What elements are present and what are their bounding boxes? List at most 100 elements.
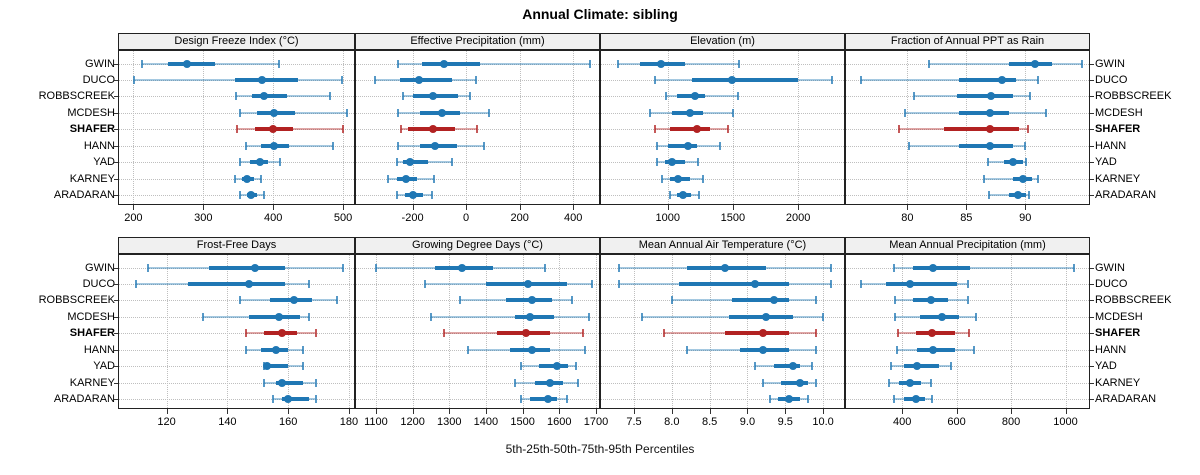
gridline-horizontal <box>119 366 354 368</box>
gridline-horizontal <box>356 178 599 180</box>
whisker-cap-95th <box>814 345 817 354</box>
gridline-vertical <box>133 51 135 204</box>
row-label-right-shafer: SHAFER <box>1095 123 1141 136</box>
y-tick <box>114 162 118 164</box>
row-label-left-aradaran: ARADARAN <box>53 393 115 406</box>
whisker-cap-95th <box>701 174 704 183</box>
bar-25-75 <box>959 77 1016 82</box>
whisker-cap-95th <box>1024 141 1027 150</box>
x-tick <box>823 409 825 414</box>
whisker-cap-5th <box>655 141 658 150</box>
y-tick <box>1090 195 1094 197</box>
whisker-cap-5th <box>429 312 432 321</box>
x-tick-label: 1100 <box>364 416 388 428</box>
whisker-cap-5th <box>898 125 901 134</box>
median-dot-aradaran <box>284 395 293 404</box>
whisker-cap-5th <box>894 312 897 321</box>
panel-header-design-freeze-index-c: Design Freeze Index (°C) <box>118 33 355 50</box>
row-label-right-duco: DUCO <box>1095 277 1128 290</box>
median-dot-mcdesh <box>275 312 284 321</box>
whisker-cap-5th <box>396 191 399 200</box>
whisker-cap-95th <box>571 296 574 305</box>
y-tick <box>114 145 118 147</box>
whisker-cap-95th <box>1037 174 1040 183</box>
whisker-cap-5th <box>519 362 522 371</box>
whisker-cap-5th <box>648 108 651 117</box>
median-dot-gwin <box>458 263 467 272</box>
whisker-5-95 <box>928 62 1082 65</box>
x-tick <box>667 205 669 210</box>
gridline-horizontal <box>601 63 844 65</box>
whisker-cap-95th <box>451 158 454 167</box>
whisker-cap-95th <box>483 141 486 150</box>
median-dot-karney <box>278 378 287 387</box>
whisker-cap-95th <box>263 191 266 200</box>
gridline-horizontal <box>846 63 1089 65</box>
gridline-vertical <box>907 51 909 204</box>
row-label-left-hann: HANN <box>83 343 115 356</box>
whisker-cap-95th <box>341 75 344 84</box>
whisker-cap-5th <box>894 296 897 305</box>
y-tick <box>1090 145 1094 147</box>
whisker-cap-5th <box>987 191 990 200</box>
gridline-vertical <box>166 255 168 408</box>
median-dot-duco <box>751 279 759 288</box>
gridline-horizontal <box>846 382 1089 384</box>
median-dot-aradaran <box>544 395 553 404</box>
gridline-vertical <box>449 255 451 408</box>
whisker-5-95 <box>988 194 1029 197</box>
gridline-vertical <box>798 51 800 204</box>
gridline-horizontal <box>356 349 599 351</box>
x-tick-label: 1000 <box>655 212 681 224</box>
whisker-cap-5th <box>887 378 890 387</box>
gridline-horizontal <box>601 96 844 98</box>
panel-header-frost-free-days: Frost-Free Days <box>118 237 355 254</box>
bar-25-75 <box>676 94 705 99</box>
gridline-vertical <box>671 255 673 408</box>
x-tick <box>595 409 597 414</box>
x-tick <box>519 205 521 210</box>
whisker-cap-5th <box>660 174 663 183</box>
row-label-right-yad: YAD <box>1095 360 1117 373</box>
y-tick <box>1090 366 1094 368</box>
whisker-cap-5th <box>235 92 238 101</box>
median-dot-shafer <box>269 125 278 134</box>
whisker-cap-5th <box>913 92 916 101</box>
gridline-horizontal <box>601 300 844 302</box>
median-dot-karney <box>906 378 915 387</box>
whisker-cap-5th <box>769 395 772 404</box>
x-tick <box>747 409 749 414</box>
bar-25-75 <box>956 94 1014 99</box>
gridline-vertical <box>595 255 597 408</box>
gridline-horizontal <box>846 349 1089 351</box>
whisker-cap-95th <box>576 378 579 387</box>
y-tick <box>114 283 118 285</box>
y-tick <box>1090 112 1094 114</box>
whisker-cap-5th <box>442 329 445 338</box>
gridline-horizontal <box>119 349 354 351</box>
row-label-right-hann: HANN <box>1095 139 1127 152</box>
median-dot-shafer <box>758 329 767 338</box>
row-label-right-mcdesh: MCDESH <box>1095 310 1143 323</box>
gridline-horizontal <box>356 300 599 302</box>
gridline-horizontal <box>601 349 844 351</box>
x-tick-label: 1000 <box>1053 416 1078 428</box>
x-tick-label: 1200 <box>400 416 425 428</box>
x-tick-label: 10.0 <box>812 416 834 428</box>
x-tick <box>273 205 275 210</box>
x-tick <box>412 205 414 210</box>
whisker-cap-95th <box>345 108 348 117</box>
row-label-right-mcdesh: MCDESH <box>1095 106 1143 119</box>
gridline-vertical <box>634 255 636 408</box>
gridline-horizontal <box>846 178 1089 180</box>
gridline-vertical <box>227 255 229 408</box>
gridline-horizontal <box>119 399 354 401</box>
gridline-vertical <box>203 51 205 204</box>
gridline-horizontal <box>846 399 1089 401</box>
x-tick <box>203 205 205 210</box>
whisker-cap-95th <box>328 92 331 101</box>
whisker-cap-5th <box>617 263 620 272</box>
x-tick-label: 85 <box>960 212 973 224</box>
row-label-right-robbscreek: ROBBSCREEK <box>1095 294 1172 307</box>
x-tick-label: 160 <box>278 416 298 428</box>
